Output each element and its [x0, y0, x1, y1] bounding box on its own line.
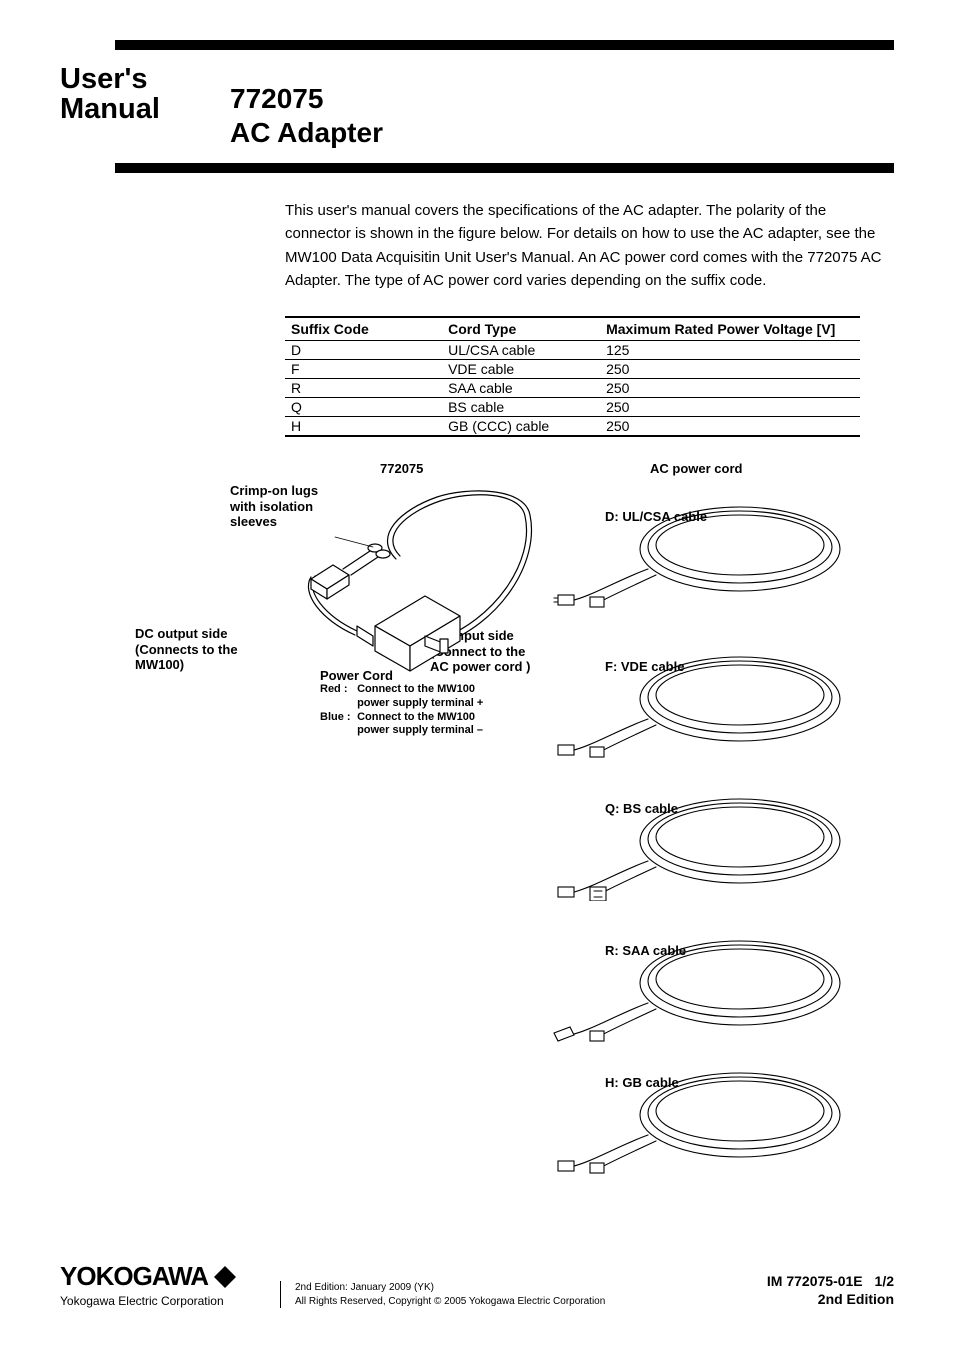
intro-paragraph: This user's manual covers the specificat…	[285, 199, 884, 292]
cell: VDE cable	[442, 360, 600, 379]
cell: UL/CSA cable	[442, 341, 600, 360]
manual-page: User's Manual 772075 AC Adapter This use…	[0, 0, 954, 1350]
footer-right: IM 772075-01E 1/2 2nd Edition	[734, 1273, 894, 1308]
table-row: Q BS cable 250	[285, 398, 860, 417]
cell: BS cable	[442, 398, 600, 417]
cord-h-icon	[550, 1045, 860, 1175]
cell: 250	[600, 379, 860, 398]
table-row: F VDE cable 250	[285, 360, 860, 379]
logo-text: YOKOGAWA	[60, 1261, 208, 1292]
logo-row: YOKOGAWA	[60, 1261, 280, 1292]
cords-title: AC power cord	[650, 461, 742, 477]
col-maxvoltage: Maximum Rated Power Voltage [V]	[600, 317, 860, 341]
table-row: D UL/CSA cable 125	[285, 341, 860, 360]
table-row: R SAA cable 250	[285, 379, 860, 398]
cell: GB (CCC) cable	[442, 417, 600, 437]
manual-label: User's Manual	[60, 64, 230, 125]
manual-label-line2: Manual	[60, 93, 160, 125]
table-row: H GB (CCC) cable 250	[285, 417, 860, 437]
header-row: User's Manual 772075 AC Adapter	[60, 64, 894, 149]
title-line2: AC Adapter	[230, 116, 383, 150]
doc-id: IM 772075-01E	[767, 1273, 863, 1289]
col-cordtype: Cord Type	[442, 317, 600, 341]
diagram-area: 772075 Crimp-on lugs with isolation slee…	[60, 461, 894, 1211]
title-block: 772075 AC Adapter	[230, 64, 383, 149]
logo-subtitle: Yokogawa Electric Corporation	[60, 1294, 280, 1308]
cell: F	[285, 360, 442, 379]
cell: 125	[600, 341, 860, 360]
footer-center: 2nd Edition: January 2009 (YK) All Right…	[280, 1281, 734, 1308]
suffix-code-table: Suffix Code Cord Type Maximum Rated Powe…	[285, 316, 860, 437]
cell: R	[285, 379, 442, 398]
cell: 250	[600, 360, 860, 379]
cord-f-icon	[550, 629, 860, 759]
cell: Q	[285, 398, 442, 417]
cord-r-icon	[550, 913, 860, 1043]
table-header-row: Suffix Code Cord Type Maximum Rated Powe…	[285, 317, 860, 341]
logo-block: YOKOGAWA Yokogawa Electric Corporation	[60, 1261, 280, 1308]
edition-label: 2nd Edition	[818, 1291, 894, 1307]
mid-rule	[115, 163, 894, 173]
top-rule	[115, 40, 894, 50]
cord-q-icon	[550, 771, 860, 901]
cell: 250	[600, 417, 860, 437]
manual-label-line1: User's	[60, 63, 148, 95]
col-suffix: Suffix Code	[285, 317, 442, 341]
cell: 250	[600, 398, 860, 417]
adapter-title: 772075	[380, 461, 423, 477]
adapter-diagram	[225, 481, 575, 741]
cell: SAA cable	[442, 379, 600, 398]
cord-d-icon	[550, 479, 860, 609]
edition-line: 2nd Edition: January 2009 (YK)	[295, 1282, 434, 1293]
cell: H	[285, 417, 442, 437]
title-line1: 772075	[230, 82, 383, 116]
logo-diamond-icon	[212, 1264, 238, 1290]
cell: D	[285, 341, 442, 360]
copyright-line: All Rights Reserved, Copyright © 2005 Yo…	[295, 1296, 605, 1307]
page-footer: YOKOGAWA Yokogawa Electric Corporation 2…	[60, 1261, 894, 1308]
page-number: 1/2	[875, 1273, 894, 1291]
